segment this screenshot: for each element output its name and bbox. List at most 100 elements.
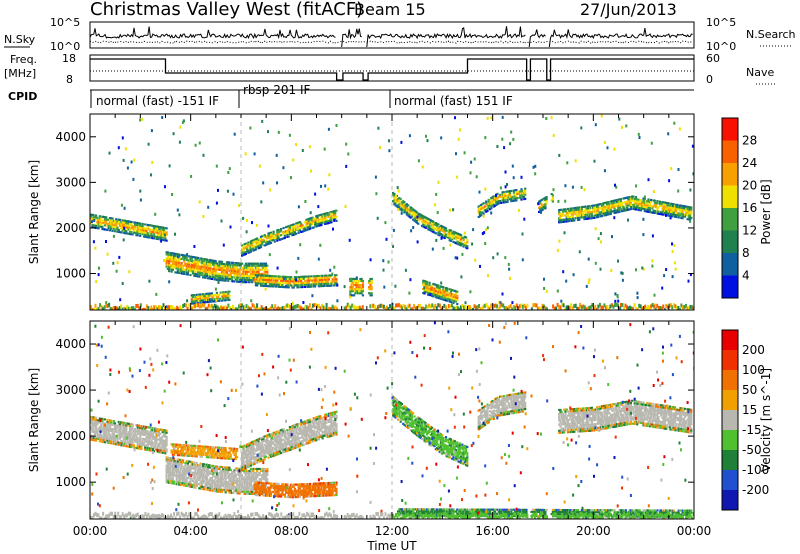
near-range-echo bbox=[331, 304, 334, 309]
data-cell bbox=[103, 216, 106, 219]
data-cell bbox=[149, 234, 152, 237]
data-cell bbox=[399, 204, 402, 207]
data-cell bbox=[317, 220, 320, 223]
data-cell bbox=[222, 484, 225, 487]
y-tick-label: 3000 bbox=[55, 175, 86, 189]
data-cell bbox=[295, 282, 298, 285]
near-range-echo bbox=[382, 304, 385, 309]
data-cell bbox=[278, 230, 281, 233]
data-cell bbox=[140, 443, 143, 446]
near-range-echo bbox=[500, 302, 503, 307]
data-cell bbox=[165, 450, 168, 453]
data-cell bbox=[243, 268, 246, 271]
data-cell bbox=[180, 463, 183, 466]
data-cell bbox=[485, 200, 488, 203]
data-cell bbox=[107, 431, 110, 434]
data-cell bbox=[361, 294, 364, 297]
scatter-echo bbox=[641, 266, 644, 270]
data-cell bbox=[242, 249, 245, 252]
data-cell bbox=[444, 287, 448, 290]
data-cell bbox=[628, 204, 631, 207]
data-cell bbox=[223, 293, 226, 296]
data-cell bbox=[146, 426, 149, 429]
scatter-echo bbox=[621, 278, 624, 282]
data-cell bbox=[147, 436, 151, 439]
data-cell bbox=[185, 273, 188, 276]
data-cell bbox=[580, 216, 583, 219]
data-cell bbox=[171, 262, 174, 265]
data-cell bbox=[568, 215, 571, 218]
scatter-echo bbox=[617, 259, 619, 263]
data-cell bbox=[129, 220, 132, 223]
data-cell bbox=[247, 476, 250, 479]
data-cell bbox=[223, 482, 226, 485]
data-cell bbox=[515, 191, 518, 194]
data-cell bbox=[212, 479, 215, 482]
data-cell bbox=[215, 291, 218, 294]
data-cell bbox=[166, 259, 169, 262]
data-cell bbox=[165, 477, 168, 480]
data-cell bbox=[354, 282, 357, 285]
data-cell bbox=[113, 222, 117, 225]
scatter-echo bbox=[501, 137, 504, 141]
data-cell bbox=[205, 299, 208, 302]
data-cell bbox=[97, 227, 100, 230]
scatter-echo bbox=[336, 283, 339, 287]
data-cell bbox=[277, 235, 280, 238]
data-cell bbox=[277, 283, 280, 286]
data-cell bbox=[130, 437, 133, 440]
data-cell bbox=[487, 204, 490, 207]
data-cell bbox=[209, 277, 212, 280]
near-range-echo bbox=[180, 307, 183, 310]
data-cell bbox=[208, 472, 211, 475]
data-cell bbox=[224, 271, 227, 274]
data-cell bbox=[413, 211, 416, 214]
data-cell bbox=[667, 208, 670, 211]
data-cell bbox=[193, 294, 196, 297]
scatter-echo bbox=[667, 132, 670, 136]
data-cell bbox=[127, 443, 130, 446]
data-cell bbox=[242, 470, 245, 473]
near-range-echo bbox=[241, 303, 243, 308]
data-cell bbox=[127, 224, 130, 227]
data-cell bbox=[173, 258, 176, 261]
data-cell bbox=[163, 239, 166, 242]
data-cell bbox=[595, 210, 599, 213]
data-cell bbox=[121, 434, 124, 437]
data-cell bbox=[140, 431, 143, 434]
data-cell bbox=[249, 490, 252, 493]
data-cell bbox=[91, 217, 94, 220]
data-cell bbox=[164, 441, 167, 444]
data-cell bbox=[200, 265, 203, 268]
data-cell bbox=[199, 475, 202, 478]
near-range-echo bbox=[91, 308, 94, 310]
data-cell bbox=[234, 272, 237, 275]
data-cell bbox=[171, 463, 174, 466]
scatter-echo bbox=[647, 178, 650, 182]
near-range-echo bbox=[167, 305, 169, 310]
scatter-echo bbox=[479, 264, 481, 268]
data-cell bbox=[139, 224, 142, 227]
data-cell bbox=[242, 488, 245, 491]
data-cell bbox=[249, 244, 252, 247]
data-cell bbox=[429, 227, 432, 230]
data-cell bbox=[439, 228, 442, 231]
data-cell bbox=[428, 228, 431, 231]
data-cell bbox=[183, 474, 186, 477]
scatter-echo bbox=[665, 213, 667, 217]
data-cell bbox=[457, 241, 460, 244]
data-cell bbox=[237, 274, 240, 277]
data-cell bbox=[254, 266, 257, 269]
data-cell bbox=[446, 236, 449, 239]
data-cell bbox=[589, 213, 592, 216]
data-cell bbox=[225, 481, 229, 484]
data-cell bbox=[320, 283, 323, 286]
data-cell bbox=[502, 197, 505, 200]
data-cell bbox=[683, 213, 687, 216]
data-cell bbox=[558, 209, 561, 212]
data-cell bbox=[661, 209, 664, 212]
data-cell bbox=[257, 247, 260, 250]
data-cell bbox=[275, 275, 278, 278]
data-cell bbox=[100, 223, 103, 226]
data-cell bbox=[199, 293, 202, 296]
